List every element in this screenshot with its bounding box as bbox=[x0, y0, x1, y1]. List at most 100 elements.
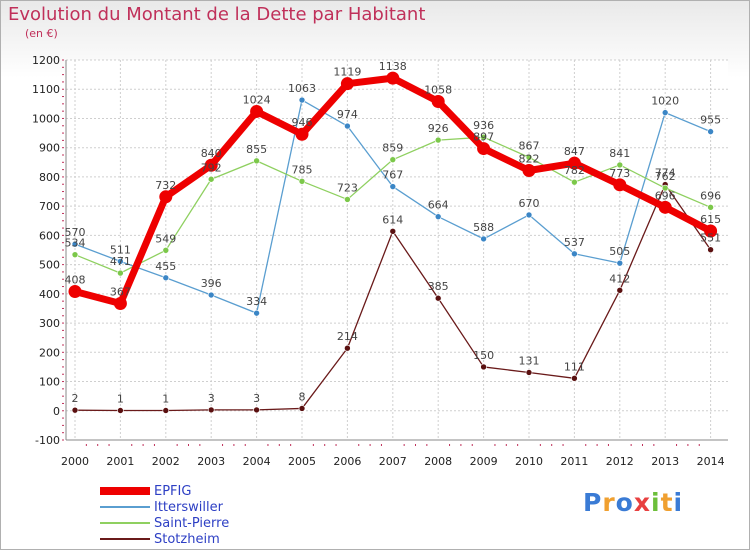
data-point-epfig bbox=[295, 127, 309, 141]
data-point-saint-pierre bbox=[389, 156, 397, 163]
x-tick-label: 2011 bbox=[560, 455, 588, 468]
x-minor-tick bbox=[551, 444, 553, 446]
y-minor-tick bbox=[62, 212, 64, 214]
data-point-epfig bbox=[567, 156, 581, 170]
data-label-epfig: 840 bbox=[201, 147, 222, 160]
legend-item-stotzheim[interactable]: Stotzheim bbox=[100, 531, 229, 547]
x-tick-label: 2012 bbox=[606, 455, 634, 468]
y-minor-tick bbox=[62, 307, 64, 309]
data-point-saint-pierre bbox=[616, 161, 624, 169]
y-tick-label: 800 bbox=[39, 171, 60, 184]
data-point-itterswiller bbox=[117, 258, 124, 265]
data-label-itterswiller: 955 bbox=[700, 114, 721, 127]
data-point-saint-pierre bbox=[162, 246, 170, 254]
data-label-itterswiller: 511 bbox=[110, 243, 131, 256]
data-label-stotzheim: 150 bbox=[473, 349, 494, 362]
y-minor-tick bbox=[62, 344, 64, 346]
data-point-epfig bbox=[477, 142, 491, 156]
y-minor-tick bbox=[62, 337, 64, 339]
legend-item-epfig[interactable]: EPFIG bbox=[100, 483, 229, 499]
y-minor-tick bbox=[62, 96, 64, 98]
x-minor-tick bbox=[698, 444, 700, 446]
y-tick-label: 200 bbox=[39, 346, 60, 359]
data-point-epfig bbox=[613, 178, 627, 192]
y-tick-label: 1000 bbox=[32, 112, 60, 125]
y-minor-tick bbox=[62, 249, 64, 251]
data-label-stotzheim: 214 bbox=[337, 330, 358, 343]
data-point-saint-pierre bbox=[434, 136, 442, 144]
y-minor-tick bbox=[62, 432, 64, 434]
x-minor-tick bbox=[188, 444, 189, 446]
x-minor-tick bbox=[562, 444, 564, 446]
x-minor-tick bbox=[97, 444, 99, 446]
brand-letter: i bbox=[651, 488, 661, 517]
data-label-stotzheim: 8 bbox=[299, 390, 306, 403]
y-minor-tick bbox=[62, 242, 64, 244]
data-point-stotzheim bbox=[434, 294, 442, 302]
brand-letter: t bbox=[660, 488, 674, 517]
y-minor-tick bbox=[62, 271, 64, 273]
legend-label-itterswiller: Itterswiller bbox=[154, 499, 223, 515]
legend-item-itterswiller[interactable]: Itterswiller bbox=[100, 499, 229, 515]
x-minor-tick bbox=[290, 444, 292, 446]
y-tick-label: 600 bbox=[39, 229, 60, 242]
x-minor-tick bbox=[244, 444, 246, 446]
legend-swatch-saint-pierre bbox=[100, 522, 150, 524]
y-minor-tick bbox=[62, 256, 64, 258]
y-tick-label: 0 bbox=[53, 405, 60, 418]
x-minor-tick bbox=[369, 444, 371, 446]
data-point-saint-pierre bbox=[344, 196, 351, 203]
y-minor-tick bbox=[62, 366, 64, 368]
data-point-saint-pierre bbox=[207, 175, 215, 183]
x-minor-tick bbox=[176, 444, 178, 446]
data-point-stotzheim bbox=[525, 369, 533, 376]
x-minor-tick bbox=[539, 444, 541, 446]
y-tick-label: 300 bbox=[39, 317, 60, 330]
data-label-epfig: 1024 bbox=[243, 93, 271, 106]
y-minor-tick bbox=[62, 286, 64, 288]
y-minor-tick bbox=[62, 191, 64, 193]
y-minor-tick bbox=[62, 373, 64, 375]
x-minor-tick bbox=[607, 444, 609, 446]
x-tick-label: 2010 bbox=[515, 455, 543, 468]
y-minor-tick bbox=[62, 329, 64, 331]
data-label-saint-pierre: 926 bbox=[428, 122, 449, 135]
y-tick-label: 1200 bbox=[32, 54, 60, 67]
data-point-itterswiller bbox=[207, 291, 215, 299]
x-minor-tick bbox=[505, 444, 507, 446]
data-label-saint-pierre: 855 bbox=[246, 143, 267, 156]
y-minor-tick bbox=[62, 322, 64, 324]
data-point-itterswiller bbox=[616, 259, 624, 267]
legend-label-epfig: EPFIG bbox=[154, 483, 192, 499]
data-point-itterswiller bbox=[162, 274, 170, 282]
x-minor-tick bbox=[653, 444, 655, 446]
data-label-epfig: 847 bbox=[564, 145, 585, 158]
x-tick-label: 2013 bbox=[651, 455, 679, 468]
data-point-saint-pierre bbox=[253, 157, 260, 165]
legend: EPFIG Itterswiller Saint-Pierre Stotzhei… bbox=[100, 483, 229, 547]
data-label-itterswiller: 670 bbox=[519, 197, 540, 210]
legend-item-saint-pierre[interactable]: Saint-Pierre bbox=[100, 515, 229, 531]
data-point-stotzheim bbox=[571, 375, 578, 382]
data-label-itterswiller: 334 bbox=[246, 295, 267, 308]
data-point-itterswiller bbox=[253, 309, 260, 317]
data-point-itterswiller bbox=[389, 183, 397, 190]
data-point-saint-pierre bbox=[117, 269, 124, 277]
x-minor-tick bbox=[687, 444, 689, 446]
data-point-saint-pierre bbox=[571, 178, 578, 186]
data-point-saint-pierre bbox=[71, 251, 79, 258]
data-point-epfig bbox=[522, 163, 536, 177]
y-minor-tick bbox=[62, 169, 64, 171]
data-label-epfig: 946 bbox=[292, 116, 313, 129]
y-tick-label: 1100 bbox=[32, 83, 60, 96]
data-label-saint-pierre: 936 bbox=[473, 119, 494, 132]
data-label-stotzheim: 385 bbox=[428, 280, 449, 293]
y-minor-tick bbox=[62, 410, 64, 412]
brand-letter: P bbox=[583, 488, 603, 517]
y-minor-tick bbox=[62, 125, 64, 127]
x-minor-tick bbox=[630, 444, 632, 446]
y-minor-tick bbox=[62, 220, 64, 222]
x-minor-tick bbox=[267, 444, 269, 446]
data-label-epfig: 615 bbox=[700, 213, 721, 226]
legend-swatch-epfig bbox=[100, 487, 150, 495]
